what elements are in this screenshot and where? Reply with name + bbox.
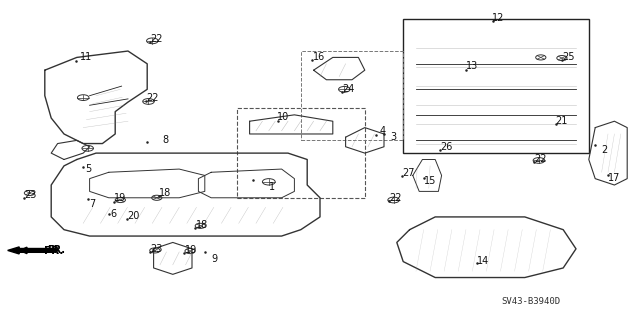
Text: 22: 22 bbox=[146, 93, 159, 103]
Text: 2: 2 bbox=[602, 145, 608, 155]
Text: 9: 9 bbox=[211, 254, 218, 264]
Text: 3: 3 bbox=[390, 132, 397, 142]
Text: 1: 1 bbox=[269, 182, 275, 192]
Text: 18: 18 bbox=[159, 188, 172, 198]
Text: 16: 16 bbox=[312, 52, 325, 62]
Text: 7: 7 bbox=[90, 199, 96, 209]
Text: 8: 8 bbox=[162, 135, 168, 145]
Text: 19: 19 bbox=[114, 193, 127, 204]
Text: 22: 22 bbox=[389, 193, 402, 203]
Text: SV43-B3940D: SV43-B3940D bbox=[502, 297, 561, 306]
Text: 6: 6 bbox=[111, 209, 117, 219]
Text: 21: 21 bbox=[556, 115, 568, 126]
Text: FR.: FR. bbox=[47, 245, 65, 256]
Text: 22: 22 bbox=[150, 34, 163, 44]
Text: 13: 13 bbox=[466, 61, 479, 71]
Text: 12: 12 bbox=[492, 12, 504, 23]
Text: 25: 25 bbox=[562, 52, 575, 62]
FancyArrow shape bbox=[8, 247, 54, 254]
Text: 17: 17 bbox=[608, 173, 621, 183]
Text: 18: 18 bbox=[195, 220, 208, 230]
Text: FR.: FR. bbox=[44, 246, 63, 256]
Text: 23: 23 bbox=[150, 244, 163, 254]
Text: 23: 23 bbox=[24, 189, 37, 200]
Text: 19: 19 bbox=[184, 245, 197, 255]
Text: 5: 5 bbox=[85, 164, 92, 174]
Text: 27: 27 bbox=[402, 168, 415, 178]
Text: 15: 15 bbox=[424, 176, 436, 186]
Text: 24: 24 bbox=[342, 84, 355, 94]
Text: 20: 20 bbox=[127, 211, 140, 221]
Text: 10: 10 bbox=[277, 112, 290, 122]
Text: 11: 11 bbox=[80, 52, 93, 62]
Text: 14: 14 bbox=[477, 256, 490, 266]
Text: 4: 4 bbox=[380, 126, 386, 136]
Text: 26: 26 bbox=[440, 142, 453, 152]
Text: 22: 22 bbox=[534, 154, 547, 164]
